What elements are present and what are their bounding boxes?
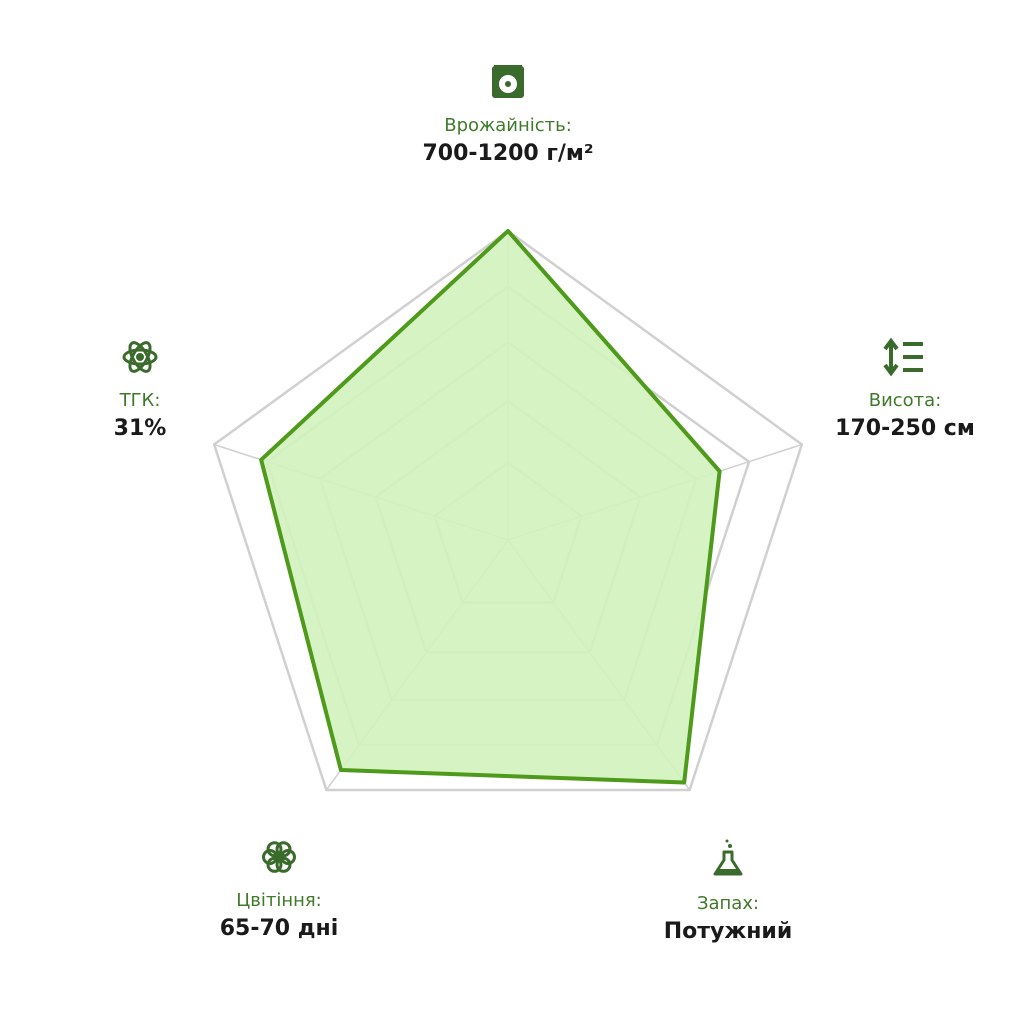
- icon-part: [275, 853, 283, 861]
- axis-description: 65-70 дні: [220, 916, 339, 941]
- axis-label: Запах:: [697, 893, 759, 914]
- icon-part: [266, 856, 283, 873]
- axis-icon: [883, 337, 923, 377]
- data-area: [259, 229, 722, 785]
- icon-part: [128, 341, 152, 373]
- axis-description: Потужний: [664, 919, 793, 944]
- icon-part: [122, 348, 158, 366]
- axis-label: ТГК:: [119, 390, 161, 411]
- icon-part: [713, 850, 743, 876]
- icon-part: [716, 869, 740, 874]
- icon-part: [725, 839, 729, 843]
- icon-part: [883, 337, 923, 377]
- icon-part: [128, 341, 152, 373]
- axis-label: Висота:: [869, 390, 942, 411]
- axis-icon: [492, 65, 524, 98]
- axis-label: Цвітіння:: [236, 890, 322, 911]
- icon-part: [275, 856, 292, 873]
- icon-part: [266, 841, 283, 858]
- icon-part: [728, 844, 732, 848]
- grid-ring: [212, 229, 804, 792]
- icon-part: [136, 353, 144, 361]
- axis-description: 170-250 см: [835, 416, 975, 441]
- axis-description: 31%: [114, 416, 167, 441]
- icon-part: [275, 841, 292, 858]
- axis-label: Врожайність:: [444, 115, 572, 136]
- axis-icon: [713, 839, 743, 876]
- icon-part: [494, 65, 522, 69]
- axis-icon: [262, 841, 296, 873]
- axis-description: 700-1200 г/м²: [422, 141, 593, 166]
- icon-part: [505, 81, 511, 87]
- axis-icon: [122, 341, 158, 373]
